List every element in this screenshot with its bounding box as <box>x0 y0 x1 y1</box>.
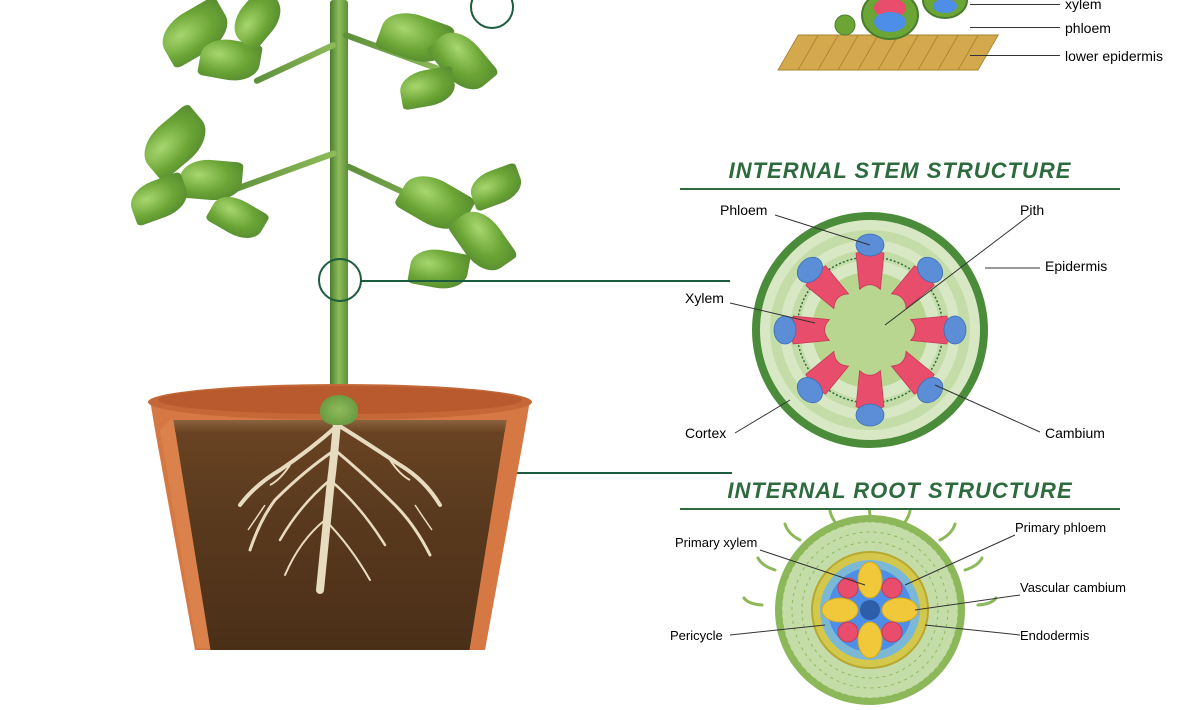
plant-stem <box>330 0 348 420</box>
stem-marker <box>318 258 362 302</box>
detail-panels: xylem phloem lower epidermis INTERNAL ST… <box>600 0 1200 675</box>
root-title: INTERNAL ROOT STRUCTURE <box>600 478 1200 504</box>
root-label-vascular-cambium: Vascular cambium <box>1020 580 1126 595</box>
root-label-endodermis: Endodermis <box>1020 628 1089 643</box>
root-label-line <box>725 620 830 640</box>
root-label-pericycle: Pericycle <box>670 628 723 643</box>
leaf <box>125 171 192 227</box>
root-label-line <box>920 620 1025 640</box>
branch <box>253 41 337 84</box>
root-label-line <box>910 590 1025 615</box>
root-label-line <box>755 545 875 595</box>
stem-base <box>320 395 358 425</box>
leaf-label-line <box>970 27 1060 28</box>
roots <box>230 410 450 630</box>
leaf-label-xylem: xylem <box>1065 0 1102 12</box>
root-label-primary-xylem: Primary xylem <box>675 535 757 550</box>
stem-label-line <box>725 298 825 328</box>
stem-label-epidermis: Epidermis <box>1045 258 1107 274</box>
leaf <box>397 65 457 110</box>
leaf-label-phloem: phloem <box>1065 20 1111 36</box>
root-label-primary-phloem: Primary phloem <box>1015 520 1106 535</box>
stem-label-line <box>980 260 1050 275</box>
stem-label-phloem: Phloem <box>720 202 767 218</box>
stem-title: INTERNAL STEM STRUCTURE <box>600 158 1200 184</box>
stem-label-cortex: Cortex <box>685 425 726 441</box>
leaf-label-lower-epidermis: lower epidermis <box>1065 48 1163 64</box>
root-label-line <box>900 530 1020 590</box>
stem-underline <box>680 188 1120 190</box>
leaf-cross-section <box>750 0 1030 90</box>
leaf-label-line <box>970 55 1060 56</box>
leaf <box>407 245 471 292</box>
leaf-marker <box>470 0 514 29</box>
stem-label-line <box>930 380 1050 435</box>
stem-label-line <box>770 210 890 250</box>
leaf <box>466 162 526 212</box>
plant-illustration <box>0 0 600 675</box>
stem-label-xylem: Xylem <box>685 290 724 306</box>
leaf-label-line <box>970 4 1060 5</box>
stem-label-cambium: Cambium <box>1045 425 1105 441</box>
stem-label-line <box>730 395 800 435</box>
leaf <box>178 157 243 202</box>
